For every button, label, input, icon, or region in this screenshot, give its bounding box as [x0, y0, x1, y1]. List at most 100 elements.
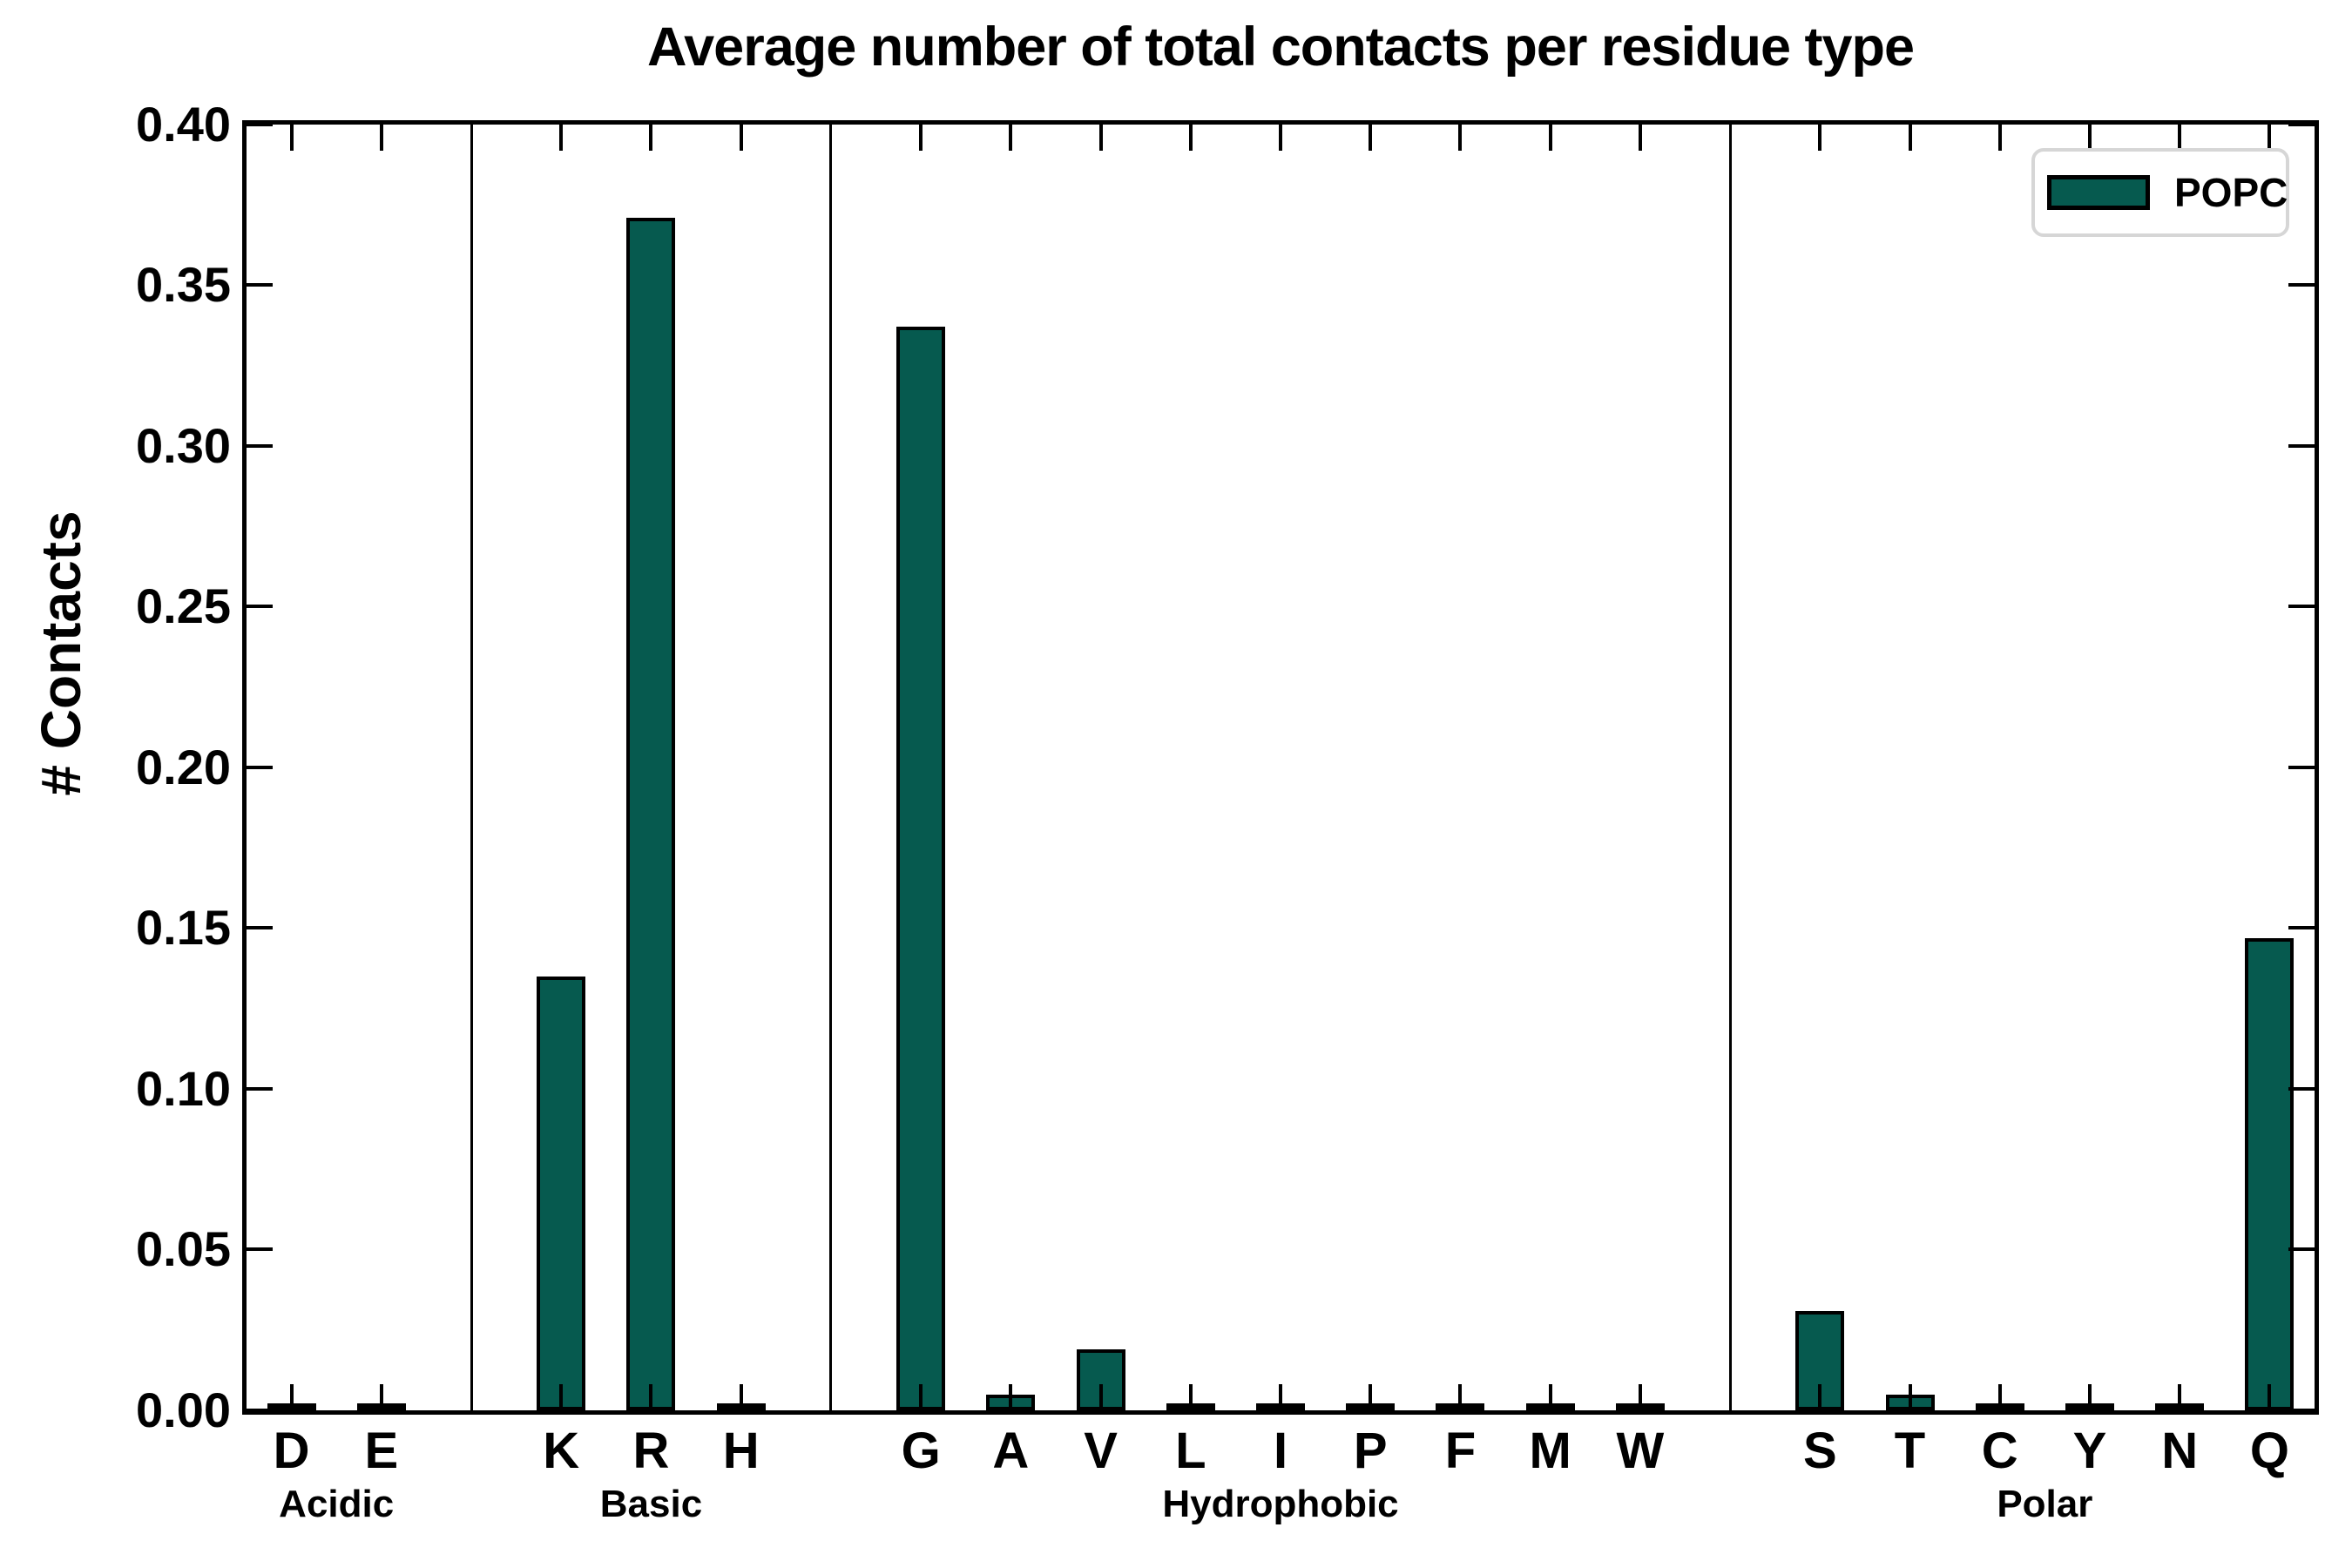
x-tick-bottom-N	[2178, 1384, 2182, 1410]
y-tick-left-0.10	[247, 1087, 273, 1091]
group-label-basic: Basic	[599, 1483, 703, 1525]
x-tick-top-W	[1638, 125, 1642, 151]
y-tick-left-0.20	[247, 766, 273, 769]
bar-G	[896, 327, 945, 1410]
x-tick-top-S	[1818, 125, 1822, 151]
x-tick-bottom-R	[649, 1384, 653, 1410]
x-tick-top-F	[1458, 125, 1463, 151]
y-tick-left-0.25	[247, 605, 273, 608]
y-tick-left-0.35	[247, 283, 273, 287]
x-tick-bottom-T	[1908, 1384, 1912, 1410]
bar-R	[626, 218, 675, 1410]
x-tick-top-K	[559, 125, 564, 151]
x-tick-top-M	[1548, 125, 1552, 151]
bar-K	[537, 977, 585, 1410]
x-tick-label-C: C	[1981, 1423, 2018, 1479]
group-label-polar: Polar	[1997, 1483, 2093, 1525]
x-tick-bottom-K	[559, 1384, 564, 1410]
y-tick-right-0.35	[2288, 283, 2315, 287]
x-tick-label-I: I	[1273, 1423, 1288, 1479]
x-tick-bottom-H	[739, 1384, 743, 1410]
x-tick-top-R	[649, 125, 653, 151]
x-tick-top-H	[739, 125, 743, 151]
y-tick-left-0.00	[247, 1409, 273, 1412]
x-tick-bottom-V	[1098, 1384, 1103, 1410]
x-tick-bottom-W	[1638, 1384, 1642, 1410]
x-tick-bottom-F	[1458, 1384, 1463, 1410]
x-tick-bottom-M	[1548, 1384, 1552, 1410]
x-tick-label-Y: Y	[2072, 1423, 2107, 1479]
x-tick-bottom-D	[289, 1384, 294, 1410]
y-tick-left-0.05	[247, 1247, 273, 1251]
legend-label: POPC	[2174, 170, 2288, 215]
chart-title: Average number of total contacts per res…	[646, 17, 1915, 78]
x-tick-top-T	[1908, 125, 1912, 151]
x-tick-label-T: T	[1894, 1423, 1926, 1479]
x-tick-label-H: H	[722, 1423, 760, 1479]
y-tick-label-0.20: 0.20	[136, 740, 231, 794]
x-tick-bottom-C	[1997, 1384, 2002, 1410]
y-tick-label-0.35: 0.35	[136, 257, 231, 312]
x-tick-top-P	[1369, 125, 1373, 151]
x-tick-top-G	[919, 125, 923, 151]
y-tick-right-0.00	[2288, 1409, 2315, 1412]
y-axis-label: # Contacts	[30, 510, 92, 796]
y-tick-right-0.40	[2288, 123, 2315, 126]
x-tick-top-N	[2178, 125, 2182, 151]
x-tick-bottom-E	[379, 1384, 383, 1410]
x-tick-top-D	[289, 125, 294, 151]
x-tick-label-R: R	[632, 1423, 670, 1479]
x-tick-label-E: E	[364, 1423, 399, 1479]
y-tick-right-0.10	[2288, 1087, 2315, 1091]
x-tick-bottom-S	[1818, 1384, 1822, 1410]
group-label-acidic: Acidic	[279, 1483, 395, 1525]
x-tick-label-L: L	[1175, 1423, 1206, 1479]
plot-area	[242, 120, 2319, 1415]
x-tick-bottom-P	[1369, 1384, 1373, 1410]
x-tick-label-K: K	[543, 1423, 580, 1479]
x-tick-label-Q: Q	[2249, 1423, 2289, 1479]
x-tick-bottom-Q	[2268, 1384, 2272, 1410]
y-tick-left-0.15	[247, 926, 273, 929]
x-tick-label-D: D	[273, 1423, 310, 1479]
y-tick-right-0.15	[2288, 926, 2315, 929]
y-tick-label-0.15: 0.15	[136, 900, 231, 955]
y-tick-label-0.30: 0.30	[136, 418, 231, 473]
y-tick-right-0.05	[2288, 1247, 2315, 1251]
x-tick-top-I	[1279, 125, 1282, 151]
x-tick-bottom-I	[1279, 1384, 1282, 1410]
group-separator-0	[470, 125, 473, 1410]
y-tick-label-0.05: 0.05	[136, 1221, 231, 1276]
legend: POPC	[2031, 148, 2289, 237]
x-tick-top-V	[1098, 125, 1103, 151]
y-tick-left-0.40	[247, 123, 273, 126]
x-tick-top-C	[1997, 125, 2002, 151]
x-tick-top-Q	[2268, 125, 2272, 151]
x-tick-label-G: G	[901, 1423, 941, 1479]
y-tick-right-0.25	[2288, 605, 2315, 608]
x-tick-label-F: F	[1444, 1423, 1477, 1479]
x-tick-top-Y	[2087, 125, 2092, 151]
y-tick-right-0.30	[2288, 444, 2315, 448]
y-tick-label-0.10: 0.10	[136, 1061, 231, 1116]
x-tick-top-L	[1188, 125, 1193, 151]
x-tick-bottom-A	[1009, 1384, 1013, 1410]
x-tick-bottom-Y	[2087, 1384, 2092, 1410]
y-tick-left-0.30	[247, 444, 273, 448]
group-separator-2	[1728, 125, 1732, 1410]
y-tick-label-0.40: 0.40	[136, 97, 231, 152]
x-tick-bottom-G	[919, 1384, 923, 1410]
bar-Q	[2245, 938, 2294, 1410]
x-tick-top-E	[379, 125, 383, 151]
x-tick-label-P: P	[1353, 1423, 1388, 1479]
x-tick-label-S: S	[1802, 1423, 1837, 1479]
x-tick-label-V: V	[1084, 1423, 1118, 1479]
x-tick-label-W: W	[1616, 1423, 1665, 1479]
x-tick-label-N: N	[2161, 1423, 2199, 1479]
x-tick-top-A	[1009, 125, 1013, 151]
y-tick-label-0.25: 0.25	[136, 578, 231, 633]
x-tick-bottom-L	[1188, 1384, 1193, 1410]
group-separator-1	[829, 125, 833, 1410]
x-tick-label-A: A	[992, 1423, 1030, 1479]
